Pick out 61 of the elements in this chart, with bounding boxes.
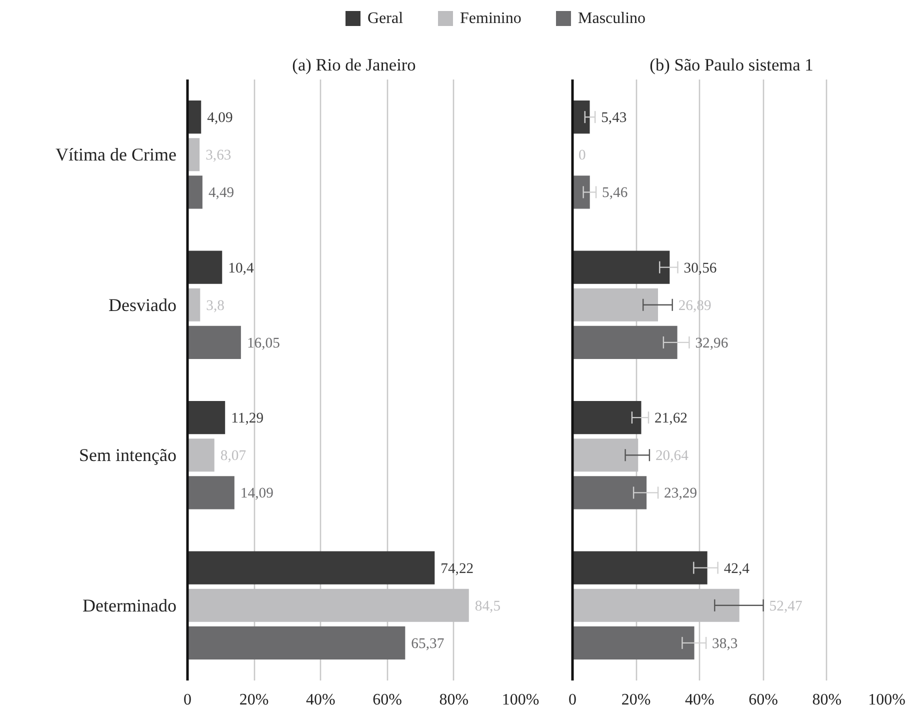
bar (188, 250, 222, 284)
bar (188, 326, 241, 359)
data-label: 10,4 (228, 260, 254, 276)
x-tick-label: 80% (439, 692, 469, 708)
data-label: 74,22 (440, 560, 474, 577)
data-label: 84,5 (474, 598, 501, 614)
bar (572, 250, 670, 284)
x-tick-label: 80% (812, 692, 842, 708)
x-tick-label: 40% (306, 692, 336, 708)
data-label: 14,09 (240, 486, 274, 502)
x-tick-label: 100% (868, 692, 906, 708)
bar (188, 476, 234, 510)
x-tick-label: 40% (685, 692, 714, 708)
data-label: 20,64 (655, 448, 690, 464)
data-label: 3,8 (206, 298, 224, 314)
data-label: 32,96 (695, 335, 728, 352)
bar (572, 401, 642, 434)
bar (572, 626, 694, 660)
y-tick-label: Determinado (82, 595, 177, 616)
bar (188, 401, 226, 434)
data-label: 11,29 (231, 410, 264, 427)
data-label: 65,37 (411, 636, 444, 652)
data-label: 8,07 (220, 448, 246, 464)
bar (572, 176, 590, 209)
data-label: 30,56 (684, 260, 717, 276)
chart-title: (a) Rio de Janeiro (292, 56, 416, 74)
bar (188, 551, 435, 584)
data-label: 4,49 (208, 185, 234, 202)
bar (188, 176, 202, 209)
y-tick-label: Vítima de Crime (56, 144, 177, 165)
chart-title: (b) São Paulo sistema 1 (650, 56, 814, 74)
data-label: 21,62 (654, 410, 688, 427)
data-label: 38,3 (712, 636, 738, 652)
bar (188, 438, 214, 472)
bar (572, 326, 678, 359)
x-tick-label: 60% (372, 692, 402, 708)
x-tick-label: 0 (184, 692, 192, 708)
data-label: 26,89 (678, 298, 712, 314)
data-label: 0 (578, 148, 586, 164)
y-tick-label: Desviado (108, 294, 176, 315)
x-tick-label: 20% (239, 692, 269, 708)
x-tick-label: 0 (568, 692, 576, 708)
data-label: 5,46 (602, 185, 628, 202)
data-label: 16,05 (246, 335, 280, 352)
bar (572, 476, 647, 510)
legend-label: Masculino (578, 10, 646, 27)
data-label: 52,47 (769, 598, 802, 614)
x-tick-label: 20% (621, 692, 651, 708)
legend-label: Geral (368, 10, 404, 27)
bar (572, 100, 590, 134)
data-label: 23,29 (664, 486, 698, 502)
y-tick-label: Sem intenção (79, 445, 177, 466)
data-label: 4,09 (207, 110, 233, 126)
bar (572, 551, 708, 584)
legend-label: Feminino (460, 10, 522, 27)
data-label: 5,43 (601, 110, 627, 126)
bar (188, 626, 406, 660)
data-label: 3,63 (206, 148, 232, 164)
data-label: 42,4 (724, 560, 750, 577)
x-tick-label: 60% (748, 692, 778, 708)
x-tick-label: 100% (502, 692, 540, 708)
